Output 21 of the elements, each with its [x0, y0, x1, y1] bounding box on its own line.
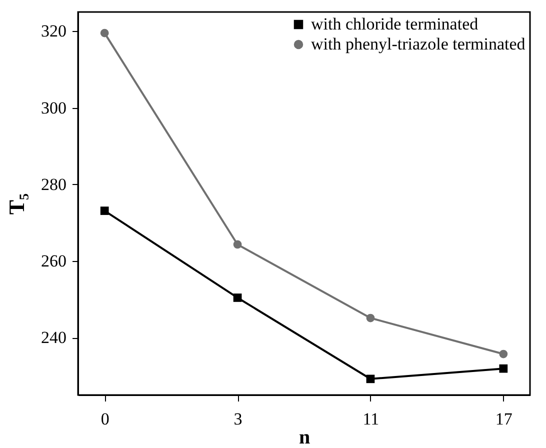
- x-tick-label: 11: [362, 410, 380, 428]
- y-tick-label: 300: [41, 98, 66, 118]
- x-tick-label: 0: [100, 410, 110, 428]
- x-axis-title: n: [298, 426, 310, 448]
- point: [499, 364, 508, 373]
- point: [100, 206, 109, 215]
- point: [366, 374, 375, 384]
- point: [366, 314, 375, 322]
- x-tick-label: 17: [495, 410, 513, 428]
- point: [499, 350, 508, 358]
- point: [233, 294, 242, 302]
- y-tick-label: 320: [41, 22, 66, 41]
- y-tick-label: 260: [41, 251, 66, 270]
- x-tick-label: 3: [234, 410, 242, 428]
- point: [100, 28, 109, 38]
- legend-label: with phenyl-triazole terminated: [311, 34, 526, 54]
- legend-label: with chloride terminated: [311, 14, 479, 34]
- y-axis-title: T₅: [4, 192, 29, 215]
- y-tick-label: 240: [41, 328, 66, 348]
- point: [233, 240, 242, 249]
- y-tick-label: 280: [41, 174, 66, 194]
